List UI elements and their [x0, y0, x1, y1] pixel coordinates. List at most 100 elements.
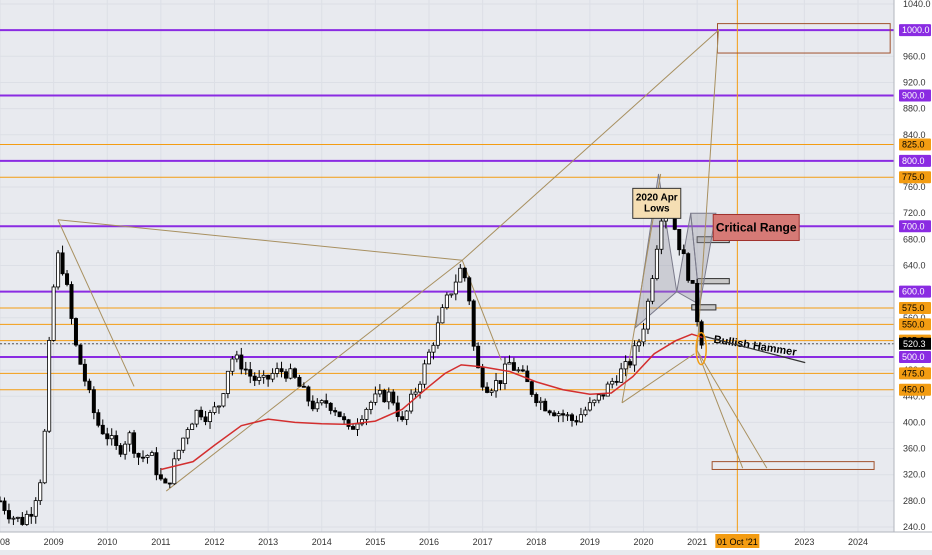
- candle-body: [230, 358, 235, 372]
- candle-body: [315, 402, 320, 410]
- candle-body: [677, 228, 682, 251]
- level-tag-label: 900.0: [902, 91, 925, 101]
- candle-body: [132, 432, 137, 454]
- level-tag: [899, 351, 931, 364]
- candle-body: [154, 452, 159, 476]
- candle-body: [342, 416, 347, 421]
- candle-body: [565, 414, 570, 417]
- time-tick-label: 2008: [0, 537, 10, 547]
- candle-body: [623, 361, 628, 370]
- candle-body: [140, 456, 145, 459]
- candle-body: [619, 368, 624, 383]
- candle-body: [221, 393, 226, 407]
- candle-body: [632, 345, 637, 366]
- candle-body: [333, 410, 338, 413]
- candle-body: [243, 368, 248, 371]
- time-tick-label: 2016: [419, 537, 439, 547]
- candle-body: [190, 423, 195, 430]
- candle-body: [413, 391, 418, 395]
- price-tick-label: 640.0: [903, 261, 926, 271]
- time-tick-label: 2009: [44, 537, 64, 547]
- candle-body: [0, 500, 3, 503]
- candle-body: [645, 300, 650, 330]
- critical-range-text: Critical Range: [716, 221, 797, 235]
- trend-line: [57, 219, 463, 261]
- candle-body: [431, 344, 436, 353]
- candle-body: [659, 220, 664, 250]
- candle-body: [283, 371, 288, 379]
- candle-body: [404, 410, 409, 420]
- candle-body: [225, 370, 230, 394]
- candle-body: [561, 413, 566, 416]
- level-tag-label: 450.0: [902, 385, 925, 395]
- level-tag: [899, 220, 931, 233]
- candle-body: [252, 375, 257, 381]
- level-tag: [899, 171, 931, 184]
- price-tick-label: 560.0: [903, 313, 926, 323]
- candle-body: [324, 400, 329, 404]
- candle-body: [601, 394, 606, 397]
- candle-body: [373, 393, 378, 403]
- level-tag: [899, 367, 931, 380]
- candle-body: [38, 482, 43, 502]
- candle-body: [596, 394, 601, 401]
- candle-body: [382, 389, 387, 403]
- candle-body: [114, 435, 119, 446]
- candle-body: [485, 386, 490, 393]
- candle-body: [199, 409, 204, 418]
- level-tag-label: 775.0: [902, 172, 925, 182]
- time-tick-label: 2017: [473, 537, 493, 547]
- level-tag-label: 550.0: [902, 319, 925, 329]
- time-tick-label: 2010: [97, 537, 117, 547]
- candle-body: [422, 363, 427, 385]
- price-tick-label: 400.0: [903, 417, 926, 427]
- trend-line: [621, 353, 695, 404]
- candle-body: [185, 429, 190, 439]
- candle-body: [516, 369, 521, 372]
- candle-body: [208, 412, 213, 423]
- level-tag: [899, 138, 931, 151]
- candle-body: [78, 344, 83, 365]
- candle-body: [87, 380, 92, 391]
- candle-body: [82, 363, 87, 382]
- candle-body: [239, 354, 244, 370]
- candle-body: [400, 416, 405, 420]
- time-tick-label: 2018: [526, 537, 546, 547]
- candle-body: [2, 500, 7, 511]
- candle-body: [650, 278, 655, 302]
- candle-body: [476, 345, 481, 369]
- candle-body: [163, 478, 168, 484]
- candle-body: [511, 362, 516, 371]
- level-tag: [899, 318, 931, 331]
- note-box: [632, 187, 682, 219]
- candle-body: [686, 253, 691, 281]
- candle-body: [65, 273, 70, 285]
- candle-body: [462, 267, 467, 279]
- candle-body: [279, 368, 284, 373]
- candle-body: [525, 370, 530, 383]
- level-tag: [899, 383, 931, 396]
- candle-body: [480, 367, 485, 388]
- time-tick-label: 2021: [687, 537, 707, 547]
- candle-body: [583, 409, 588, 416]
- candle-body: [96, 412, 101, 426]
- candle-body: [570, 414, 575, 421]
- candle-body: [377, 389, 382, 395]
- candle-body: [471, 300, 476, 347]
- candle-body: [194, 409, 199, 425]
- price-tick-label: 680.0: [903, 234, 926, 244]
- candle-body: [355, 423, 360, 430]
- candle-body: [216, 405, 221, 408]
- candle-body: [368, 401, 373, 410]
- candle-body: [176, 449, 181, 460]
- candle-body: [292, 368, 297, 378]
- candle-body: [538, 400, 543, 404]
- candle-body: [257, 376, 262, 381]
- price-tick-label: 960.0: [903, 51, 926, 61]
- candle-body: [47, 340, 52, 432]
- candle-body: [158, 474, 163, 480]
